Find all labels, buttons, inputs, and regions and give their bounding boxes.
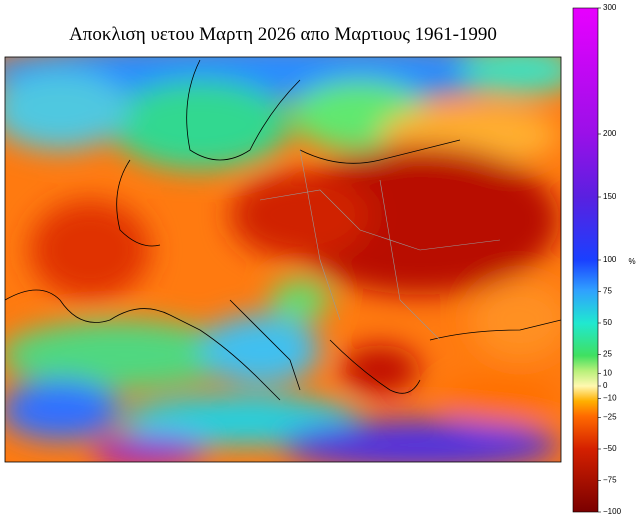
map <box>5 57 561 462</box>
colorbar-tick-label: −50 <box>603 444 617 453</box>
colorbar-tick-label: 25 <box>603 350 612 359</box>
colorbar-tick-label: 100 <box>603 255 617 264</box>
colorbar-tick-label: −25 <box>603 413 617 422</box>
colorbar-tick-label: −10 <box>603 394 617 403</box>
colorbar-tick-label: 10 <box>603 369 612 378</box>
colorbar-tick-label: 0 <box>603 381 608 390</box>
colorbar-tick-label: 200 <box>603 129 617 138</box>
colorbar-tick-label: −75 <box>603 476 617 485</box>
colorbar-tick-label: 150 <box>603 192 617 201</box>
map-frame <box>4 56 562 463</box>
colorbar-tick-label: −100 <box>603 507 622 516</box>
colorbar-label: % <box>628 257 635 266</box>
colorbar-tick-label: 75 <box>603 287 612 296</box>
colorbar <box>572 7 599 513</box>
map-title: Αποκλιση υετου Μαρτη 2026 απο Μαρτιους 1… <box>69 24 497 45</box>
colorbar-tick-label: 300 <box>603 3 617 12</box>
colorbar-tick-label: 50 <box>603 318 612 327</box>
